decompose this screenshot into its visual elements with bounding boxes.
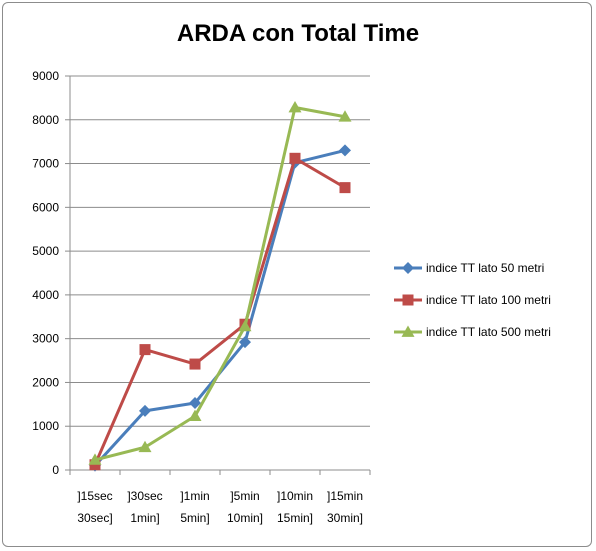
- y-tick-label: 9000: [32, 69, 59, 83]
- y-tick-label: 3000: [32, 332, 59, 346]
- series-1: [89, 144, 351, 472]
- y-tick-label: 2000: [32, 375, 59, 389]
- data-point: [238, 319, 252, 332]
- data-point: [88, 453, 102, 465]
- y-tick-label: 0: [52, 463, 59, 477]
- legend: indice TT lato 50 metri indice TT lato 10…: [394, 261, 551, 339]
- data-point: [288, 101, 302, 113]
- legend-label: indice TT lato 500 metri: [426, 325, 551, 339]
- series-line: [93, 156, 346, 466]
- x-tick-label: ]10min: [277, 489, 313, 503]
- legend-marker: [402, 262, 414, 274]
- legend-label: indice TT lato 50 metri: [426, 261, 544, 275]
- data-point: [239, 336, 251, 349]
- y-tick-label: 5000: [32, 244, 59, 258]
- data-point: [339, 182, 351, 194]
- y-tick-label: 8000: [32, 113, 59, 127]
- data-point: [139, 344, 151, 356]
- data-point: [188, 409, 202, 422]
- data-point: [189, 358, 201, 370]
- y-tick-label: 1000: [32, 419, 59, 433]
- x-tick-label: 10min]: [227, 511, 263, 525]
- data-point: [139, 404, 151, 417]
- x-tick-label: 15min]: [277, 511, 313, 525]
- gridlines: [70, 75, 370, 427]
- y-tick-label: 6000: [32, 200, 59, 214]
- x-tick-label: ]15min: [327, 489, 363, 503]
- series-2: [89, 152, 351, 471]
- axes: 0 1000 2000 3000 4000 5000 6000 7000 8000 9000 ]15…: [32, 69, 371, 525]
- x-tick-label: ]30sec: [127, 489, 162, 503]
- series-line: [93, 148, 346, 467]
- data-point: [339, 144, 351, 157]
- legend-label: indice TT lato 100 metri: [426, 293, 551, 307]
- chart-title: ARDA con Total Time: [176, 20, 420, 47]
- y-tick-label: 7000: [32, 157, 59, 171]
- series-line: [94, 106, 346, 462]
- legend-marker: [402, 294, 414, 306]
- data-point: [189, 397, 201, 410]
- x-tick-label: 30min]: [327, 511, 363, 525]
- legend-entry: indice TT lato 500 metri: [394, 325, 551, 339]
- data-point: [338, 110, 352, 122]
- y-tick-label: 4000: [32, 288, 59, 302]
- data-point: [289, 152, 301, 164]
- legend-marker: [401, 325, 415, 337]
- x-tick-label: ]1min: [180, 489, 209, 503]
- data-point: [138, 440, 152, 453]
- legend-entry: indice TT lato 50 metri: [394, 261, 544, 275]
- series-lines: [88, 101, 352, 472]
- x-tick-label: ]5min: [230, 489, 259, 503]
- x-tick-label: 30sec]: [77, 511, 112, 525]
- x-tick-label: 1min]: [130, 511, 159, 525]
- x-tick-label: 5min]: [180, 511, 209, 525]
- series-3: [88, 101, 352, 465]
- legend-entry: indice TT lato 100 metri: [394, 293, 551, 307]
- x-tick-label: ]15sec: [77, 489, 112, 503]
